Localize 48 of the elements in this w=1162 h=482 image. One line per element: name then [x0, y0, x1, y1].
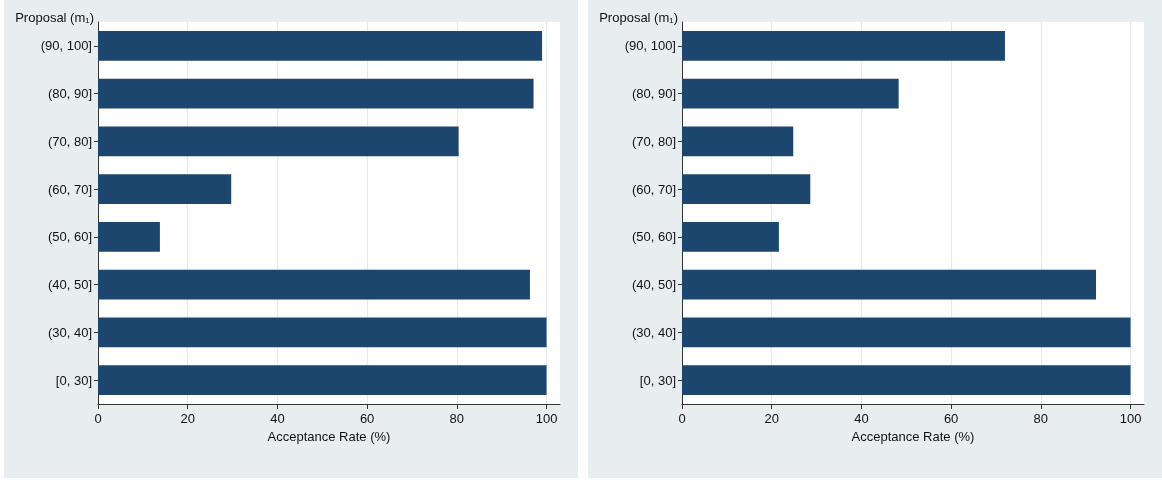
bar — [98, 317, 547, 348]
bar — [682, 126, 794, 157]
y-tick-label: (70, 80] — [631, 133, 676, 149]
x-tick-label: 0 — [678, 411, 686, 426]
y-tick-label: (30, 40] — [631, 324, 676, 340]
bar — [682, 269, 1097, 300]
bar — [98, 222, 160, 252]
bar — [98, 365, 547, 395]
y-tick-label: (50, 60] — [631, 229, 676, 245]
y-axis-title: Proposal (m₁) — [15, 10, 94, 25]
y-tick-label: (40, 50] — [631, 277, 676, 293]
x-tick-label: 20 — [180, 411, 195, 426]
y-tick-label: (40, 50] — [47, 277, 92, 293]
bar — [98, 269, 530, 300]
x-tick-label: 100 — [1119, 411, 1142, 426]
y-tick-label: (50, 60] — [47, 229, 92, 245]
bar — [682, 222, 779, 252]
bar — [682, 78, 899, 109]
bar — [682, 365, 1131, 395]
y-tick-label: [0, 30] — [639, 372, 676, 388]
x-tick-label: 60 — [359, 411, 375, 426]
x-tick-label: 20 — [764, 411, 779, 426]
y-tick-label: [0, 30] — [55, 372, 92, 388]
y-tick-label: (30, 40] — [47, 324, 92, 340]
y-tick-label: (90, 100] — [624, 38, 676, 54]
y-tick-label: (70, 80] — [47, 133, 92, 149]
bar — [98, 78, 534, 109]
y-axis-title: Proposal (m₁) — [599, 10, 678, 25]
x-axis-title: Acceptance Rate (%) — [267, 428, 391, 444]
bar — [98, 126, 459, 157]
y-tick-label: (60, 70] — [47, 181, 92, 197]
bar — [682, 317, 1131, 348]
y-tick-label: (80, 90] — [47, 86, 92, 102]
x-tick-label: 0 — [94, 411, 102, 426]
y-tick-label: (90, 100] — [40, 38, 92, 54]
x-tick-label: 100 — [535, 411, 558, 426]
x-tick-label: 40 — [854, 411, 869, 426]
y-tick-label: (60, 70] — [631, 181, 676, 197]
x-tick-label: 40 — [270, 411, 285, 426]
x-tick-label: 80 — [449, 411, 465, 426]
bar — [98, 174, 232, 204]
x-tick-label: 80 — [1033, 411, 1049, 426]
bar — [98, 31, 543, 61]
bar — [682, 31, 1005, 61]
x-tick-label: 60 — [943, 411, 959, 426]
x-axis-title: Acceptance Rate (%) — [851, 428, 975, 444]
y-tick-label: (80, 90] — [631, 86, 676, 102]
bar — [682, 174, 811, 204]
